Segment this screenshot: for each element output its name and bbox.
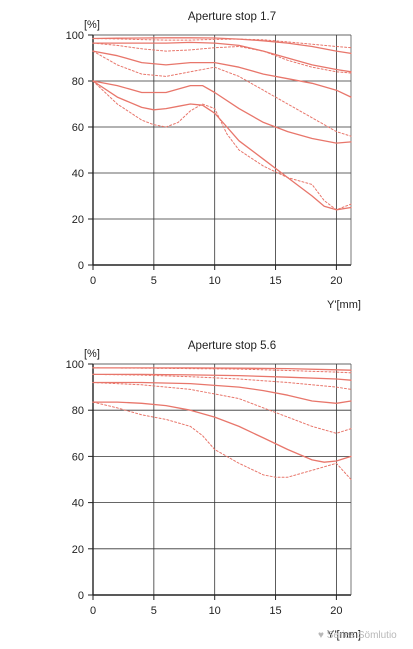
series-line-solid: [92, 37, 352, 55]
y-tick-label: 0: [78, 590, 84, 602]
series-line-dotted: [92, 42, 352, 74]
x-tick-label: 10: [209, 605, 221, 617]
y-tick-label: 100: [66, 359, 84, 371]
series-line-solid: [92, 373, 352, 381]
series-line-solid: [92, 381, 352, 404]
x-tick-label: 15: [269, 275, 281, 287]
x-tick-label: 15: [269, 605, 281, 617]
series-line-solid: [92, 41, 352, 73]
series-line-dotted: [92, 50, 352, 137]
series-line-dotted: [92, 373, 352, 390]
watermark-text: ♥ Séries Sömlutio: [318, 630, 397, 641]
x-tick-label: 0: [90, 605, 96, 617]
x-tick-label: 20: [330, 275, 342, 287]
series-line-solid: [92, 50, 352, 98]
chart-aperture-1-7: Aperture stop 1.7 [%] 0 20 40 60 80 100 0 5 10 15 20…: [66, 11, 361, 311]
x-tick-label: 0: [90, 275, 96, 287]
series-line-dotted: [92, 382, 352, 434]
series-line-dotted: [92, 367, 352, 374]
y-axis-unit-label: [%]: [84, 348, 100, 360]
y-tick-label: 0: [78, 260, 84, 272]
series-line-solid: [92, 80, 352, 211]
y-tick-label: 100: [66, 30, 84, 42]
x-tick-label: 5: [151, 275, 157, 287]
x-axis-label: Y'[mm]: [327, 629, 361, 641]
y-tick-label: 20: [72, 544, 84, 556]
y-axis-unit-label: [%]: [84, 19, 100, 31]
y-tick-label: 40: [72, 498, 84, 510]
x-tick-label: 10: [209, 275, 221, 287]
x-axis-label: Y'[mm]: [327, 299, 361, 311]
y-tick-label: 20: [72, 214, 84, 226]
y-tick-label: 80: [72, 405, 84, 417]
y-tick-label: 60: [72, 122, 84, 134]
series-line-dotted: [92, 38, 352, 49]
x-tick-label: 5: [151, 605, 157, 617]
x-tick-label: 20: [330, 605, 342, 617]
chart-title: Aperture stop 1.7: [188, 11, 276, 23]
series-line-solid: [92, 401, 352, 463]
chart-title: Aperture stop 5.6: [188, 340, 276, 352]
y-tick-label: 60: [72, 451, 84, 463]
series-line-solid: [92, 80, 352, 144]
series-line-dotted: [92, 401, 352, 480]
y-tick-label: 40: [72, 168, 84, 180]
series-line-dotted: [92, 80, 352, 211]
y-tick-label: 80: [72, 76, 84, 88]
chart-aperture-5-6: Aperture stop 5.6 [%] 0 20 40 60 80 100 0 5 10 15 20…: [66, 340, 361, 641]
